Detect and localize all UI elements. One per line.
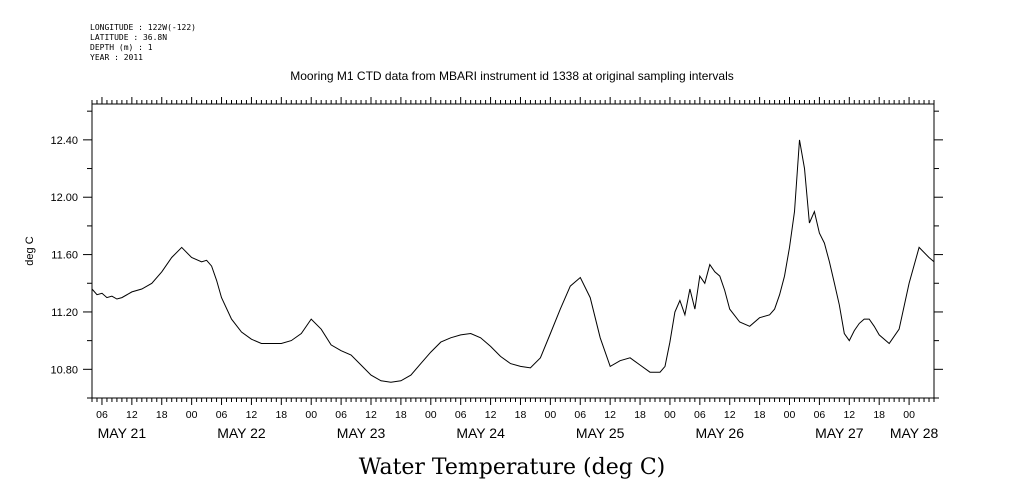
x-hour-label: 12 (126, 409, 138, 421)
y-tick-label: 12.00 (50, 192, 78, 204)
chart-title: Mooring M1 CTD data from MBARI instrumen… (290, 69, 734, 83)
x-axis-label: Water Temperature (deg C) (359, 455, 666, 480)
y-tick-labels: 10.80 11.20 11.60 12.00 12.40 (50, 135, 78, 376)
x-hour-label: 00 (186, 409, 198, 421)
header-info: LONGITUDE : 122W(-122) LATITUDE : 36.8N … (90, 23, 196, 62)
x-hour-label: 18 (515, 409, 527, 421)
x-day-label: MAY 26 (696, 425, 745, 441)
x-hour-label: 18 (634, 409, 646, 421)
x-day-labels: MAY 21 MAY 22 MAY 23 MAY 24 MAY 25 MAY 26 MAY … (98, 425, 939, 441)
x-hour-label: 12 (485, 409, 497, 421)
header-latitude: LATITUDE : 36.8N (90, 33, 167, 42)
temperature-line (91, 139, 935, 383)
x-day-label: MAY 24 (456, 425, 505, 441)
x-hour-label: 06 (335, 409, 347, 421)
x-hour-label: 00 (903, 409, 915, 421)
axis-ticks (83, 97, 943, 405)
x-hour-label: 18 (754, 409, 766, 421)
x-day-label: MAY 25 (576, 425, 625, 441)
x-hour-label: 06 (216, 409, 228, 421)
x-hour-label: 18 (156, 409, 168, 421)
x-hour-label: 12 (843, 409, 855, 421)
y-tick-label: 11.60 (51, 250, 78, 262)
x-hour-label: 00 (305, 409, 317, 421)
x-hour-label: 12 (724, 409, 736, 421)
x-hour-label: 12 (365, 409, 377, 421)
x-hour-label: 00 (784, 409, 796, 421)
y-tick-label: 11.20 (51, 307, 78, 319)
y-axis-label: deg C (24, 236, 36, 265)
x-hour-label: 06 (96, 409, 108, 421)
x-day-label: MAY 21 (98, 425, 147, 441)
x-hour-label: 06 (814, 409, 826, 421)
x-hour-label: 18 (873, 409, 885, 421)
x-hour-label: 06 (455, 409, 467, 421)
plot-frame (91, 103, 935, 399)
x-hour-label: 00 (425, 409, 437, 421)
y-tick-label: 10.80 (50, 364, 78, 376)
x-day-label: MAY 23 (337, 425, 386, 441)
y-tick-label: 12.40 (50, 135, 78, 147)
x-hour-label: 18 (275, 409, 287, 421)
header-year: YEAR : 2011 (90, 53, 143, 62)
x-day-label: MAY 28 (890, 425, 939, 441)
x-hour-label: 00 (545, 409, 557, 421)
x-hour-label: 12 (604, 409, 616, 421)
x-hour-label: 06 (574, 409, 586, 421)
header-longitude: LONGITUDE : 122W(-122) (90, 23, 196, 32)
x-hour-labels: 06 12 18 00 06 12 18 00 06 12 18 00 06 12 18 00 06 12 18 00… (96, 409, 915, 421)
x-day-label: MAY 22 (217, 425, 266, 441)
x-day-label: MAY 27 (815, 425, 864, 441)
header-depth: DEPTH (m) : 1 (90, 43, 153, 52)
x-hour-label: 18 (395, 409, 407, 421)
x-hour-label: 00 (664, 409, 676, 421)
x-hour-label: 06 (694, 409, 706, 421)
x-hour-label: 12 (246, 409, 258, 421)
